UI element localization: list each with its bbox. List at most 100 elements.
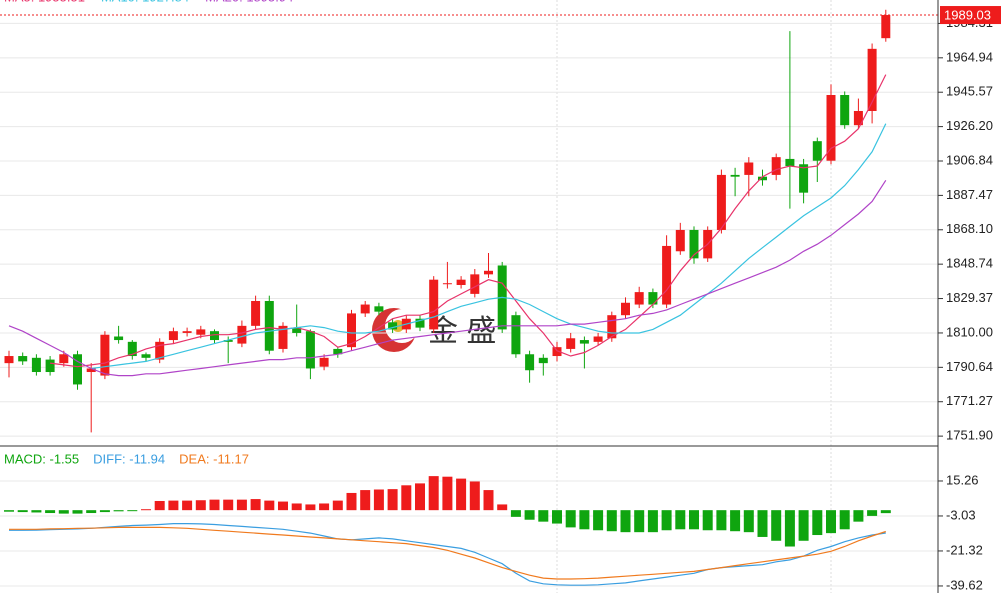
candle-body — [18, 356, 28, 362]
macd-bar — [757, 510, 768, 537]
macd-bar — [291, 503, 302, 511]
candle-body — [799, 164, 809, 193]
macd-bar — [86, 510, 97, 514]
y-tick-label: 1964.94 — [946, 49, 993, 64]
macd-bar — [784, 510, 795, 547]
candle-body — [4, 356, 14, 364]
macd-bar — [17, 510, 28, 513]
y-tick-label: 1906.84 — [946, 152, 993, 167]
legend-entry: MA20: 1895.94 — [205, 0, 293, 4]
macd-bar — [798, 510, 809, 541]
macd-bar — [428, 476, 439, 511]
candle-body — [456, 279, 466, 286]
candle-body — [566, 338, 576, 349]
macd-bar — [387, 489, 398, 511]
candle-body — [579, 340, 589, 344]
macd-bar — [510, 510, 521, 517]
macd-bar — [415, 483, 425, 511]
legend-entry: DEA: -11.17 — [179, 451, 249, 466]
candle-body — [114, 336, 124, 341]
y-tick-label: 1751.90 — [946, 428, 993, 443]
y-tick-label: -39.62 — [946, 577, 983, 592]
candle-body — [73, 354, 82, 385]
candle-body — [552, 347, 562, 357]
macd-bar — [236, 499, 247, 511]
legend-entry: MA10: 1927.84 — [101, 0, 189, 4]
macd-bar — [127, 510, 138, 512]
macd-line — [9, 526, 886, 580]
candle-body — [867, 48, 877, 111]
candle-body — [45, 359, 55, 373]
candle-body — [689, 229, 699, 259]
candle-body — [470, 274, 480, 294]
candle-body — [648, 292, 658, 305]
candle-body — [155, 341, 165, 360]
candle-body — [758, 176, 767, 181]
y-tick-label: 1810.00 — [946, 324, 993, 339]
candle-body — [525, 354, 535, 371]
macd-bar — [278, 501, 288, 511]
macd-line — [9, 523, 886, 586]
macd-bar — [675, 510, 686, 530]
last-price-box — [940, 6, 1001, 25]
candle-body — [196, 329, 206, 335]
y-tick-label: 1926.20 — [946, 118, 993, 133]
macd-bar — [223, 499, 234, 511]
candle-body — [141, 354, 151, 358]
macd-bar — [182, 500, 193, 511]
macd-bar — [469, 481, 480, 511]
macd-bar — [264, 500, 275, 511]
candle-body — [278, 325, 288, 349]
macd-bar — [867, 510, 878, 516]
macd-bar — [113, 510, 124, 512]
legend-entry: DIFF: -11.94 — [93, 451, 165, 466]
candle-body — [634, 292, 644, 305]
macd-bar — [743, 510, 754, 533]
macd-bar — [606, 510, 617, 532]
macd-bar — [497, 504, 508, 511]
candle-body — [675, 229, 685, 252]
candle-body — [333, 348, 343, 355]
macd-bar — [538, 510, 549, 522]
macd-bar — [853, 510, 864, 522]
y-tick-label: 1868.10 — [946, 221, 993, 236]
candle-body — [429, 279, 439, 330]
y-tick-label: 1771.27 — [946, 393, 993, 408]
candle-body — [182, 331, 192, 333]
ma-line — [91, 123, 887, 370]
macd-bar — [826, 510, 836, 534]
candle-body — [881, 15, 891, 39]
macd-bar — [346, 492, 357, 511]
macd-bar — [456, 478, 467, 511]
macd-bar — [771, 510, 782, 541]
legend-entry: MA5: 1955.51 — [4, 0, 85, 4]
macd-bar — [373, 489, 384, 511]
y-tick-label: 1790.64 — [946, 359, 993, 374]
candle-body — [210, 331, 219, 341]
candle-body — [360, 304, 370, 314]
candle-body — [31, 357, 41, 373]
macd-bar — [305, 504, 316, 511]
candle-body — [442, 283, 452, 285]
candle-body — [826, 95, 836, 161]
macd-bar — [72, 510, 83, 514]
candle-body — [292, 327, 302, 333]
macd-bar — [593, 510, 604, 531]
y-tick-label: 1829.37 — [946, 290, 993, 305]
macd-bar — [483, 490, 494, 511]
macd-bar — [552, 510, 562, 524]
candle-body — [347, 313, 356, 348]
candle-body — [223, 340, 233, 342]
y-tick-label: 1848.74 — [946, 256, 993, 271]
candle-body — [127, 341, 137, 357]
candle-body — [511, 315, 521, 355]
macd-bar — [689, 510, 699, 530]
macd-bar — [565, 510, 576, 528]
macd-bar — [401, 485, 412, 511]
y-tick-label: 1945.57 — [946, 84, 993, 99]
candle-body — [812, 141, 822, 161]
macd-bar — [168, 500, 179, 511]
macd-bar — [209, 499, 220, 511]
candle-body — [853, 110, 863, 126]
